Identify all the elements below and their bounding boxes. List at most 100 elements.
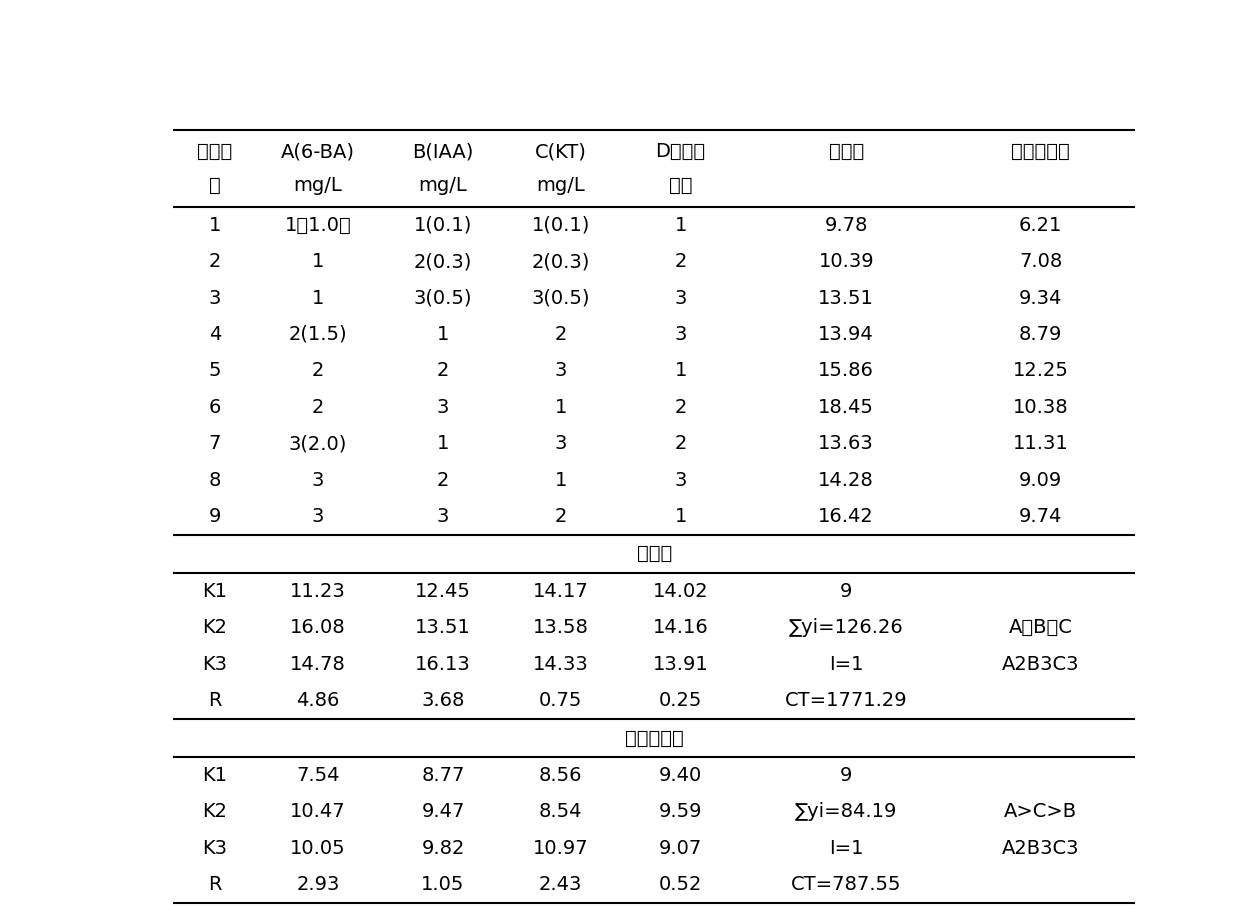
Text: 试验编: 试验编	[197, 142, 233, 161]
Text: K3: K3	[202, 839, 228, 858]
Text: 3: 3	[554, 435, 566, 454]
Text: mg/L: mg/L	[294, 176, 342, 195]
Text: 1: 1	[437, 325, 449, 344]
Text: K1: K1	[202, 766, 228, 784]
Text: A(6-BA): A(6-BA)	[281, 142, 356, 161]
Text: 2.93: 2.93	[296, 875, 339, 894]
Text: 1(0.1): 1(0.1)	[532, 215, 590, 235]
Text: K1: K1	[202, 582, 228, 601]
Text: 生长率: 生长率	[637, 544, 672, 564]
Text: 18.45: 18.45	[818, 398, 875, 416]
Text: 9.34: 9.34	[1018, 288, 1062, 307]
Text: D（误差: D（误差	[655, 142, 706, 161]
Text: 9.47: 9.47	[421, 803, 465, 822]
Text: 2: 2	[208, 252, 221, 271]
Text: 8.79: 8.79	[1018, 325, 1062, 344]
Text: 1.05: 1.05	[421, 875, 465, 894]
Text: 9.82: 9.82	[421, 839, 465, 858]
Text: 10.39: 10.39	[819, 252, 873, 271]
Text: C(KT): C(KT)	[535, 142, 586, 161]
Text: 3.68: 3.68	[421, 691, 465, 710]
Text: 14.02: 14.02	[653, 582, 709, 601]
Text: 11.23: 11.23	[290, 582, 346, 601]
Text: B(IAA): B(IAA)	[413, 142, 473, 161]
Text: 2(0.3): 2(0.3)	[532, 252, 590, 271]
Text: mg/L: mg/L	[536, 176, 585, 195]
Text: 1: 1	[674, 215, 686, 235]
Text: 2: 2	[674, 252, 686, 271]
Text: A>C>B: A>C>B	[1004, 803, 1077, 822]
Text: 3: 3	[208, 288, 221, 307]
Text: 8.56: 8.56	[539, 766, 582, 784]
Text: 13.63: 13.63	[819, 435, 873, 454]
Text: 10.97: 10.97	[533, 839, 589, 858]
Text: 9.07: 9.07	[659, 839, 703, 858]
Text: 3: 3	[312, 471, 325, 490]
Text: 16.42: 16.42	[819, 507, 873, 526]
Text: 10.47: 10.47	[290, 803, 346, 822]
Text: 13.51: 13.51	[818, 288, 875, 307]
Text: 2(0.3): 2(0.3)	[414, 252, 472, 271]
Text: 9: 9	[208, 507, 221, 526]
Text: 16.13: 16.13	[415, 654, 471, 674]
Text: 3: 3	[674, 288, 686, 307]
Text: A＞B＞C: A＞B＞C	[1009, 618, 1073, 637]
Text: 5: 5	[208, 362, 221, 380]
Text: 芽增殖倍率: 芽增殖倍率	[624, 728, 684, 747]
Text: 生长率: 生长率	[829, 142, 864, 161]
Text: 4.86: 4.86	[296, 691, 339, 710]
Text: 1: 1	[674, 507, 686, 526]
Text: 12.45: 12.45	[415, 582, 471, 601]
Text: 芽繁殖倍率: 芽繁殖倍率	[1011, 142, 1070, 161]
Text: 9.09: 9.09	[1018, 471, 1062, 490]
Text: 14.17: 14.17	[533, 582, 589, 601]
Text: 14.28: 14.28	[819, 471, 873, 490]
Text: 3: 3	[437, 398, 449, 416]
Text: 3: 3	[312, 507, 325, 526]
Text: 8.77: 8.77	[421, 766, 465, 784]
Text: 3: 3	[674, 325, 686, 344]
Text: 9: 9	[840, 766, 852, 784]
Text: 16.08: 16.08	[290, 618, 346, 637]
Text: 0.75: 0.75	[539, 691, 582, 710]
Text: 14.16: 14.16	[653, 618, 709, 637]
Text: 2: 2	[554, 507, 566, 526]
Text: 3(0.5): 3(0.5)	[532, 288, 590, 307]
Text: 13.51: 13.51	[415, 618, 471, 637]
Text: 3(0.5): 3(0.5)	[414, 288, 472, 307]
Text: A2B3C3: A2B3C3	[1002, 839, 1079, 858]
Text: ∑yi=84.19: ∑yi=84.19	[795, 803, 897, 822]
Text: 号: 号	[209, 176, 221, 195]
Text: 2: 2	[674, 435, 686, 454]
Text: 2: 2	[554, 325, 566, 344]
Text: 1: 1	[554, 398, 566, 416]
Text: K3: K3	[202, 654, 228, 674]
Text: 2: 2	[312, 362, 325, 380]
Text: 2: 2	[674, 398, 686, 416]
Text: 13.91: 13.91	[653, 654, 709, 674]
Text: 1: 1	[437, 435, 449, 454]
Text: 9: 9	[840, 582, 852, 601]
Text: 1: 1	[312, 288, 325, 307]
Text: 3(2.0): 3(2.0)	[289, 435, 347, 454]
Text: 8.54: 8.54	[539, 803, 582, 822]
Text: 7.08: 7.08	[1018, 252, 1062, 271]
Text: I=1: I=1	[829, 654, 864, 674]
Text: 10.38: 10.38	[1012, 398, 1068, 416]
Text: 15.86: 15.86	[818, 362, 875, 380]
Text: 7.54: 7.54	[296, 766, 339, 784]
Text: I=1: I=1	[829, 839, 864, 858]
Text: 9.59: 9.59	[659, 803, 703, 822]
Text: mg/L: mg/L	[419, 176, 467, 195]
Text: 8: 8	[208, 471, 221, 490]
Text: 1: 1	[312, 252, 325, 271]
Text: 14.33: 14.33	[533, 654, 589, 674]
Text: 1（1.0）: 1（1.0）	[285, 215, 352, 235]
Text: 13.58: 13.58	[533, 618, 589, 637]
Text: 14.78: 14.78	[290, 654, 346, 674]
Text: CT=787.55: CT=787.55	[790, 875, 902, 894]
Text: 12.25: 12.25	[1012, 362, 1068, 380]
Text: 1: 1	[208, 215, 221, 235]
Text: 4: 4	[208, 325, 221, 344]
Text: 7: 7	[208, 435, 221, 454]
